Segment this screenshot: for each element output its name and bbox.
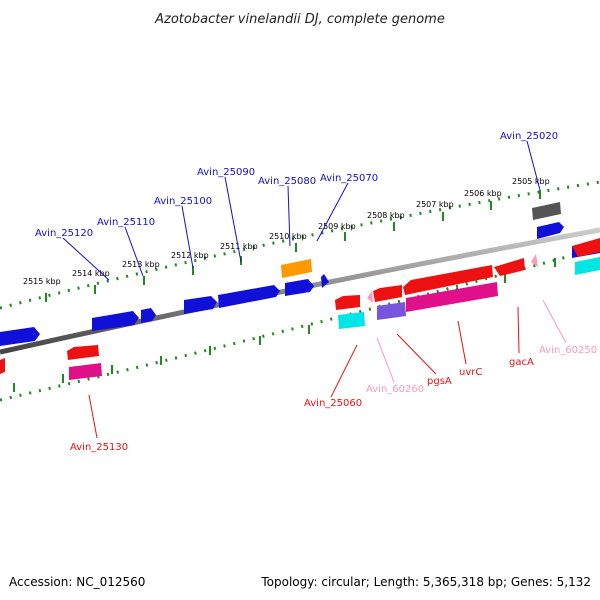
gene-avin-25090[interactable]	[218, 285, 280, 308]
gene-reverse-right[interactable]	[572, 238, 600, 257]
gene-avin-25080[interactable]	[285, 279, 314, 296]
label-gaca: gacA	[509, 357, 534, 368]
scale-label-2514: 2514 kbp	[72, 269, 110, 278]
gene-purple[interactable]	[377, 302, 406, 320]
label-avin-60250: Avin_60250	[539, 345, 597, 356]
gene-avin-25120[interactable]	[92, 311, 139, 331]
gene-gaca[interactable]	[494, 258, 525, 276]
label-avin-25090: Avin_25090	[197, 167, 255, 178]
gene-avin-25130[interactable]	[69, 363, 102, 380]
label-avin-60260: Avin_60260	[366, 384, 424, 395]
gene-reverse-left[interactable]	[0, 358, 5, 374]
label-avin-25130: Avin_25130	[70, 442, 128, 453]
scale-label-2506: 2506 kbp	[464, 189, 502, 198]
gene-avin-60250	[531, 254, 538, 267]
scale-label-2509: 2509 kbp	[318, 222, 356, 231]
label-avin-25080: Avin_25080	[258, 176, 316, 187]
map-title: Azotobacter vinelandii DJ, complete geno…	[154, 12, 445, 27]
gene-pgsa[interactable]	[373, 285, 402, 302]
scale-label-2515: 2515 kbp	[23, 277, 61, 286]
label-avin-25020: Avin_25020	[500, 131, 558, 142]
gene-forward-left[interactable]	[0, 327, 40, 346]
scale-label-2507: 2507 kbp	[416, 200, 454, 209]
accession-text: Accession: NC_012560	[9, 575, 145, 589]
label-avin-25110: Avin_25110	[97, 217, 155, 228]
scale-label-2512: 2512 kbp	[171, 251, 209, 260]
label-uvrc: uvrC	[459, 367, 482, 378]
gene-avin-25080-rna[interactable]	[281, 259, 312, 278]
label-pgsa: pgsA	[427, 376, 452, 387]
scale-label-2513: 2513 kbp	[122, 260, 160, 269]
leader-lines	[62, 140, 567, 439]
label-avin-25060: Avin_25060	[304, 398, 362, 409]
gene-rna-avin-25060[interactable]	[338, 312, 365, 329]
scale-label-2508: 2508 kbp	[367, 211, 405, 220]
scale-ticks	[13, 190, 556, 392]
scale-label-2510: 2510 kbp	[269, 232, 307, 241]
gene-reverse-mid-left[interactable]	[67, 345, 99, 360]
scale-label-2505: 2505 kbp	[512, 177, 550, 186]
gene-uvrc[interactable]	[403, 265, 493, 295]
gene-avin-25100[interactable]	[184, 296, 217, 314]
label-avin-25100: Avin_25100	[154, 196, 212, 207]
gene-pgsa-region[interactable]	[406, 282, 498, 312]
label-avin-25120: Avin_25120	[35, 228, 93, 239]
gene-other[interactable]	[532, 202, 561, 220]
gene-avin-25020[interactable]	[537, 222, 564, 239]
gene-avin-60260	[367, 291, 373, 303]
topology-text: Topology: circular; Length: 5,365,318 bp…	[260, 575, 591, 589]
gene-avin-25060[interactable]	[335, 295, 360, 310]
gene-avin-25070[interactable]	[321, 274, 329, 288]
scale-label-2511: 2511 kbp	[220, 242, 258, 251]
gene-rna-reverse-right[interactable]	[575, 257, 600, 275]
gene-avin-25110[interactable]	[141, 308, 156, 323]
label-avin-25070: Avin_25070	[320, 173, 378, 184]
